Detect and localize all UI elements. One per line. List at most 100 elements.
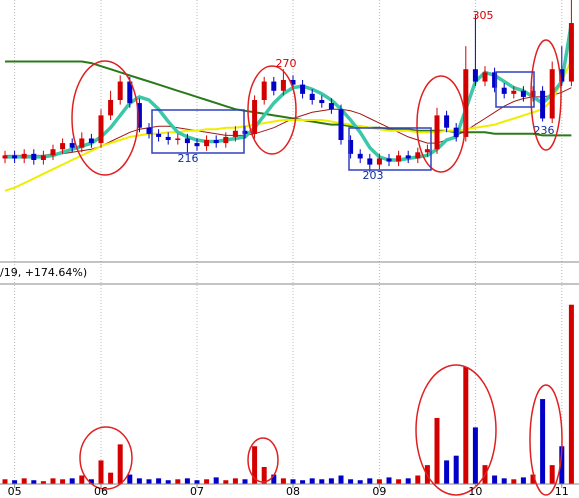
volume-bar	[242, 479, 248, 484]
volume-bar	[396, 479, 402, 484]
volume-bar	[549, 465, 555, 484]
candle-body	[549, 69, 555, 119]
volume-bar	[21, 478, 27, 484]
candle-body	[69, 143, 75, 148]
candle-body	[232, 130, 238, 137]
candle-body	[309, 93, 315, 100]
volume-bar	[204, 479, 210, 484]
x-tick-label: 08	[286, 485, 300, 498]
candle-body	[328, 103, 334, 110]
candle-body	[2, 155, 8, 159]
volume-bar	[434, 417, 440, 484]
volume-bar	[540, 399, 546, 484]
volume-bar	[127, 474, 133, 484]
volume-bar	[213, 477, 219, 484]
volume-bar	[415, 475, 421, 484]
candle-body	[213, 140, 219, 144]
volume-bar	[376, 479, 382, 484]
candle-body	[204, 140, 210, 147]
volume-pane	[2, 304, 574, 484]
candle-body	[290, 80, 296, 85]
box	[348, 127, 432, 171]
candle-body	[252, 100, 258, 134]
candle-body	[175, 138, 181, 140]
candle-body	[540, 90, 546, 119]
volume-bar	[40, 481, 46, 484]
candle-body	[424, 149, 430, 153]
volume-bar	[69, 478, 75, 484]
ellipse	[415, 364, 497, 496]
volume-bar	[319, 479, 325, 484]
ma-line	[5, 60, 572, 137]
candle-body	[386, 158, 392, 162]
x-tick-label: 09	[372, 485, 386, 498]
volume-bar	[520, 477, 526, 484]
volume-bar	[108, 472, 114, 484]
candle-body	[492, 72, 498, 88]
ellipse	[529, 384, 563, 496]
box	[495, 71, 535, 108]
candle-body	[511, 90, 517, 94]
volume-bar	[194, 480, 200, 484]
volume-bar	[492, 475, 498, 484]
ellipse	[247, 65, 297, 155]
candle-body	[156, 133, 162, 137]
candle-body	[405, 155, 411, 159]
ellipse	[71, 60, 139, 176]
candle-body	[482, 72, 488, 82]
volume-bar	[280, 478, 286, 484]
volume-bar	[31, 480, 37, 484]
volume-bar	[88, 479, 94, 484]
annotation: 236	[534, 124, 555, 137]
volume-bar	[530, 474, 536, 484]
volume-bar	[175, 479, 181, 484]
volume-bar	[472, 427, 478, 484]
ellipse	[416, 75, 466, 173]
volume-bar	[271, 474, 277, 484]
candle-body	[98, 115, 104, 144]
candle-body	[357, 153, 363, 159]
x-tick-label: 05	[8, 485, 22, 498]
ellipse	[530, 39, 562, 151]
candle-body	[376, 158, 382, 165]
box	[151, 109, 245, 154]
volume-bar	[2, 479, 8, 484]
candle-body	[88, 138, 94, 144]
ellipse	[247, 437, 279, 483]
candle-body	[223, 136, 229, 144]
candle-body	[117, 81, 123, 100]
candle-body	[280, 80, 286, 91]
volume-bar	[444, 460, 450, 484]
ellipse	[79, 426, 133, 490]
volume-bar	[559, 446, 565, 484]
candle-body	[367, 158, 373, 165]
candle-body	[338, 109, 344, 140]
info-text: 4/19, +174.64%)	[0, 266, 87, 279]
ma-line	[4, 59, 573, 192]
volume-bar	[184, 478, 190, 484]
volume-bar	[252, 446, 258, 484]
candle-body	[12, 155, 18, 159]
annotation: 270	[276, 57, 297, 70]
candle-body	[501, 87, 507, 94]
volume-bar	[463, 366, 469, 484]
volume-bar	[117, 444, 123, 484]
candle-body	[348, 140, 354, 154]
volume-bar	[146, 479, 152, 484]
annotation: 216	[178, 152, 199, 165]
volume-bar	[165, 480, 171, 484]
price-pane	[2, 0, 574, 192]
volume-bar	[79, 475, 85, 484]
volume-bar	[357, 480, 363, 484]
annotation: 305	[473, 9, 494, 22]
volume-bar	[386, 477, 392, 484]
candle-body	[396, 155, 402, 162]
candle-body	[165, 136, 171, 140]
volume-bar	[328, 478, 334, 484]
candle-body	[79, 138, 85, 148]
volume-bar	[290, 479, 296, 484]
x-tick-label: 06	[94, 485, 108, 498]
annotation: 203	[363, 169, 384, 182]
